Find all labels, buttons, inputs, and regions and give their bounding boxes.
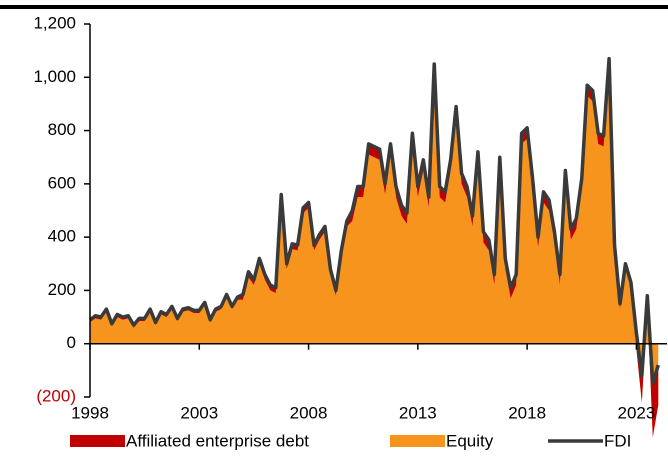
y-tick-label: 600	[48, 173, 76, 192]
legend-label: FDI	[604, 431, 631, 450]
y-tick-label: (200)	[36, 386, 76, 405]
legend-swatch	[390, 435, 445, 447]
title-rule	[0, 5, 668, 9]
x-tick-label: 1998	[71, 403, 109, 422]
legend-label: Affiliated enterprise debt	[126, 431, 309, 450]
fdi-line	[88, 56, 660, 386]
y-tick-label: 0	[67, 333, 76, 352]
x-tick-label: 2008	[290, 403, 328, 422]
x-tick-label: 2023	[617, 403, 655, 422]
x-tick-label: 2013	[399, 403, 437, 422]
legend-swatch	[70, 435, 125, 447]
y-tick-label: 1,200	[33, 13, 76, 32]
equity-area	[90, 69, 659, 437]
legend-label: Equity	[446, 431, 494, 450]
y-tick-label: 1,000	[33, 67, 76, 86]
y-tick-label: 400	[48, 227, 76, 246]
y-tick-label: 800	[48, 120, 76, 139]
y-tick-label: 200	[48, 280, 76, 299]
x-tick-label: 2003	[180, 403, 218, 422]
x-tick-label: 2018	[508, 403, 546, 422]
